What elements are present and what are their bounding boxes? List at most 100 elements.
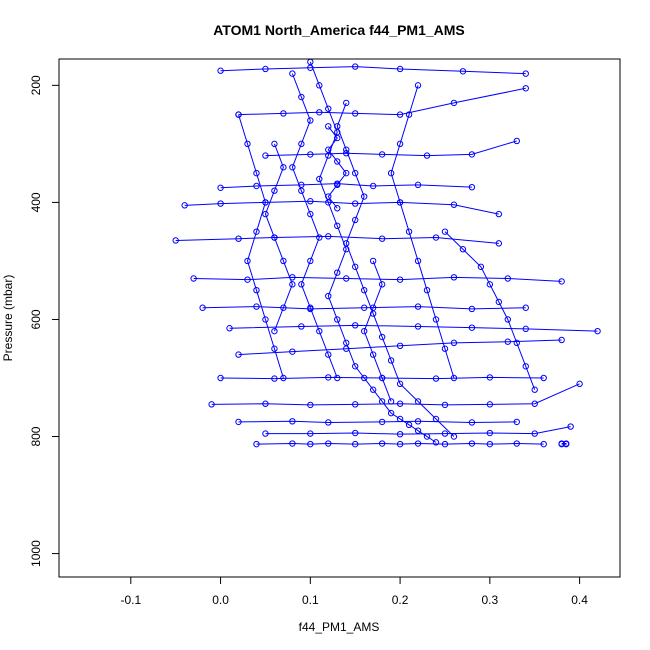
data-point — [190, 275, 197, 282]
y-tick-label: 200 — [29, 75, 43, 95]
series-line — [390, 85, 455, 379]
data-point — [486, 374, 494, 381]
data-point — [253, 169, 260, 177]
data-point — [334, 222, 341, 230]
data-point — [325, 374, 332, 381]
data-point — [459, 68, 467, 75]
data-point — [352, 401, 359, 408]
data-point — [316, 175, 323, 183]
series-line — [238, 87, 526, 116]
data-point — [423, 433, 431, 440]
x-axis-label: f44_PM1_AMS — [299, 620, 380, 634]
data-point — [432, 375, 440, 382]
data-point — [334, 316, 341, 323]
data-point — [352, 429, 359, 437]
data-point — [522, 325, 529, 333]
data-point — [307, 210, 314, 218]
data-point — [307, 198, 314, 205]
data-point — [262, 400, 269, 407]
data-point — [522, 363, 529, 370]
data-point — [235, 111, 242, 118]
data-point — [343, 99, 350, 107]
data-point — [369, 351, 377, 358]
x-tick-label: 0.0 — [212, 593, 229, 607]
data-point — [289, 70, 296, 77]
data-point — [378, 151, 386, 158]
data-point — [352, 110, 359, 117]
data-point — [352, 322, 359, 329]
data-point — [217, 374, 224, 382]
data-point — [352, 263, 359, 270]
series-line — [265, 140, 517, 157]
data-point — [271, 327, 278, 335]
data-point — [423, 286, 431, 294]
data-point — [486, 281, 494, 288]
data-point — [450, 99, 458, 107]
data-point — [271, 140, 278, 148]
data-point — [486, 429, 494, 437]
data-point — [172, 237, 179, 244]
data-point — [414, 440, 422, 447]
data-point — [217, 184, 224, 191]
data-point — [441, 401, 449, 409]
data-point — [531, 400, 538, 407]
data-point — [504, 316, 511, 323]
data-point — [513, 418, 520, 426]
data-point — [378, 398, 386, 405]
series-line — [444, 231, 536, 390]
data-point — [450, 374, 458, 382]
data-point — [280, 257, 287, 265]
series-line — [309, 61, 437, 443]
data-point — [405, 228, 413, 235]
data-point — [253, 286, 260, 294]
data-point — [325, 292, 332, 300]
data-point — [369, 386, 377, 393]
data-point — [396, 430, 404, 438]
data-point — [567, 423, 574, 430]
data-point — [414, 303, 422, 310]
data-point — [262, 316, 269, 323]
data-point — [334, 374, 341, 382]
data-point — [298, 93, 305, 101]
data-point — [244, 257, 251, 265]
data-point — [334, 269, 341, 276]
data-point — [262, 430, 269, 437]
data-point — [217, 200, 224, 207]
data-point — [262, 199, 269, 206]
data-point — [378, 281, 386, 288]
data-point — [280, 374, 287, 382]
data-point — [181, 202, 188, 209]
data-point — [271, 234, 278, 241]
data-point — [307, 304, 314, 311]
series-line — [211, 383, 580, 406]
data-point — [253, 228, 260, 235]
data-point — [325, 146, 332, 153]
data-point — [468, 183, 476, 191]
data-point — [271, 375, 278, 382]
data-point — [513, 440, 520, 447]
data-point — [387, 398, 395, 405]
data-point — [414, 181, 422, 189]
data-point — [343, 339, 350, 347]
data-point — [477, 263, 485, 270]
series-line — [256, 443, 544, 445]
data-point — [396, 65, 404, 73]
data-point — [531, 430, 538, 437]
data-point — [325, 419, 332, 426]
data-point — [307, 151, 314, 158]
data-point — [396, 140, 404, 148]
data-point — [298, 281, 305, 288]
data-point — [405, 421, 413, 429]
data-point — [396, 400, 404, 407]
data-point — [235, 351, 242, 358]
data-point — [352, 169, 359, 177]
series-line — [336, 102, 455, 437]
data-point — [325, 440, 332, 447]
data-point — [594, 327, 601, 335]
data-point — [199, 304, 206, 311]
data-point — [441, 228, 449, 235]
series-line — [238, 420, 517, 423]
y-tick-label: 600 — [29, 309, 43, 329]
data-point — [576, 380, 583, 388]
